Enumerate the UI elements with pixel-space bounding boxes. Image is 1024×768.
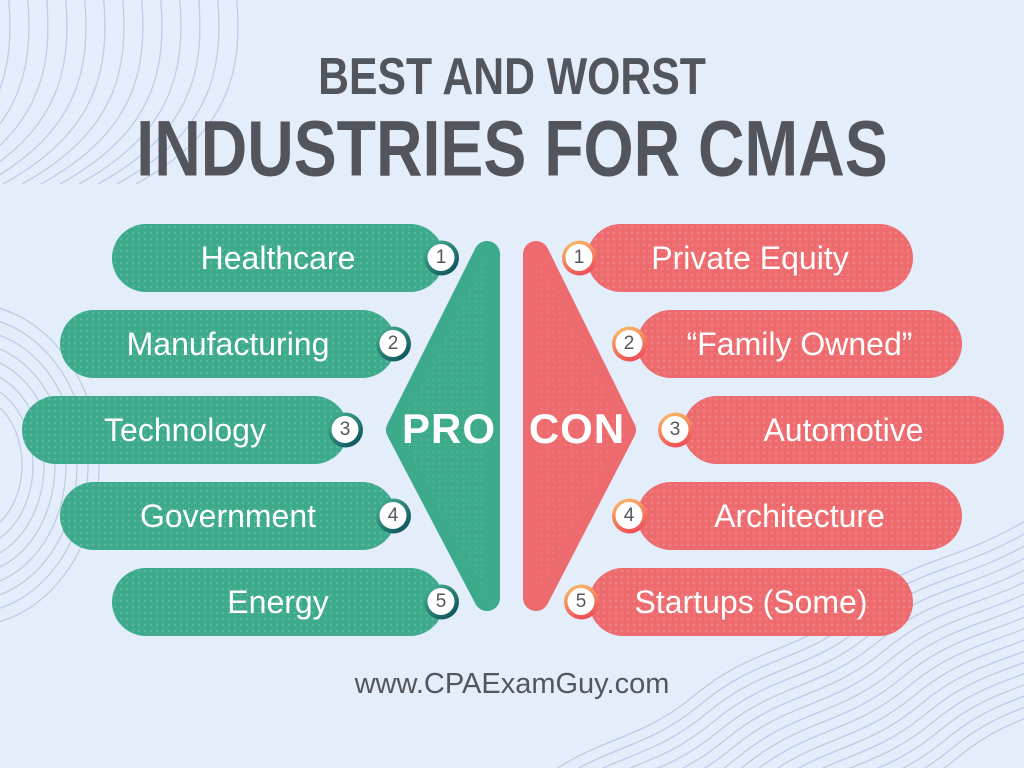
pro-item-energy: Energy 5 <box>112 568 459 636</box>
rank-badge: 2 <box>376 326 411 362</box>
rank-number: 1 <box>565 244 593 271</box>
pro-item-label: Government <box>139 497 317 534</box>
rank-badge: 3 <box>328 412 363 448</box>
pro-item-label: Healthcare <box>200 239 356 276</box>
title-line1: BEST AND WORST <box>318 48 706 107</box>
website-url: www.CPAExamGuy.com <box>354 668 670 700</box>
contour-waves-bottom-right <box>534 514 1024 768</box>
con-item-label: Startups (Some) <box>634 583 868 620</box>
rank-number: 2 <box>379 330 407 357</box>
rank-badge: 4 <box>376 498 411 534</box>
con-item-family-owned: “Family Owned” 2 <box>612 310 962 378</box>
rank-number: 2 <box>615 330 643 357</box>
con-item-label: “Family Owned” <box>686 325 913 362</box>
pro-item-government: Government 4 <box>60 482 411 550</box>
rank-badge: 5 <box>564 584 599 620</box>
page-title: BEST AND WORST INDUSTRIES FOR CMAS <box>0 48 1024 190</box>
con-item-label: Automotive <box>763 411 924 448</box>
con-item-startups: Startups (Some) 5 <box>564 568 913 636</box>
rank-badge: 5 <box>424 584 459 620</box>
rank-badge: 1 <box>562 240 597 276</box>
rank-number: 3 <box>331 416 359 443</box>
rank-number: 3 <box>661 416 689 443</box>
rank-number: 1 <box>427 244 455 271</box>
pro-item-label: Energy <box>227 583 329 620</box>
rank-badge: 4 <box>612 498 647 534</box>
pro-item-healthcare: Healthcare 1 <box>112 224 459 292</box>
con-label: CON <box>528 405 626 452</box>
title-line2: INDUSTRIES FOR CMAS <box>136 105 888 193</box>
con-item-label: Private Equity <box>651 239 849 276</box>
rank-number: 4 <box>379 502 407 529</box>
rank-number: 4 <box>615 502 643 529</box>
rank-number: 5 <box>567 588 595 615</box>
rank-badge: 3 <box>658 412 693 448</box>
pro-item-manufacturing: Manufacturing 2 <box>60 310 411 378</box>
con-item-private-equity: Private Equity 1 <box>562 224 913 292</box>
pro-label: PRO <box>401 405 496 452</box>
con-item-architecture: Architecture 4 <box>612 482 962 550</box>
rank-number: 5 <box>427 588 455 615</box>
rank-badge: 2 <box>612 326 647 362</box>
rank-badge: 1 <box>424 240 459 276</box>
con-item-automotive: Automotive 3 <box>658 396 1004 464</box>
con-item-label: Architecture <box>714 497 885 534</box>
pro-item-label: Technology <box>104 411 266 448</box>
pro-item-technology: Technology 3 <box>22 396 363 464</box>
pro-item-label: Manufacturing <box>126 325 330 362</box>
